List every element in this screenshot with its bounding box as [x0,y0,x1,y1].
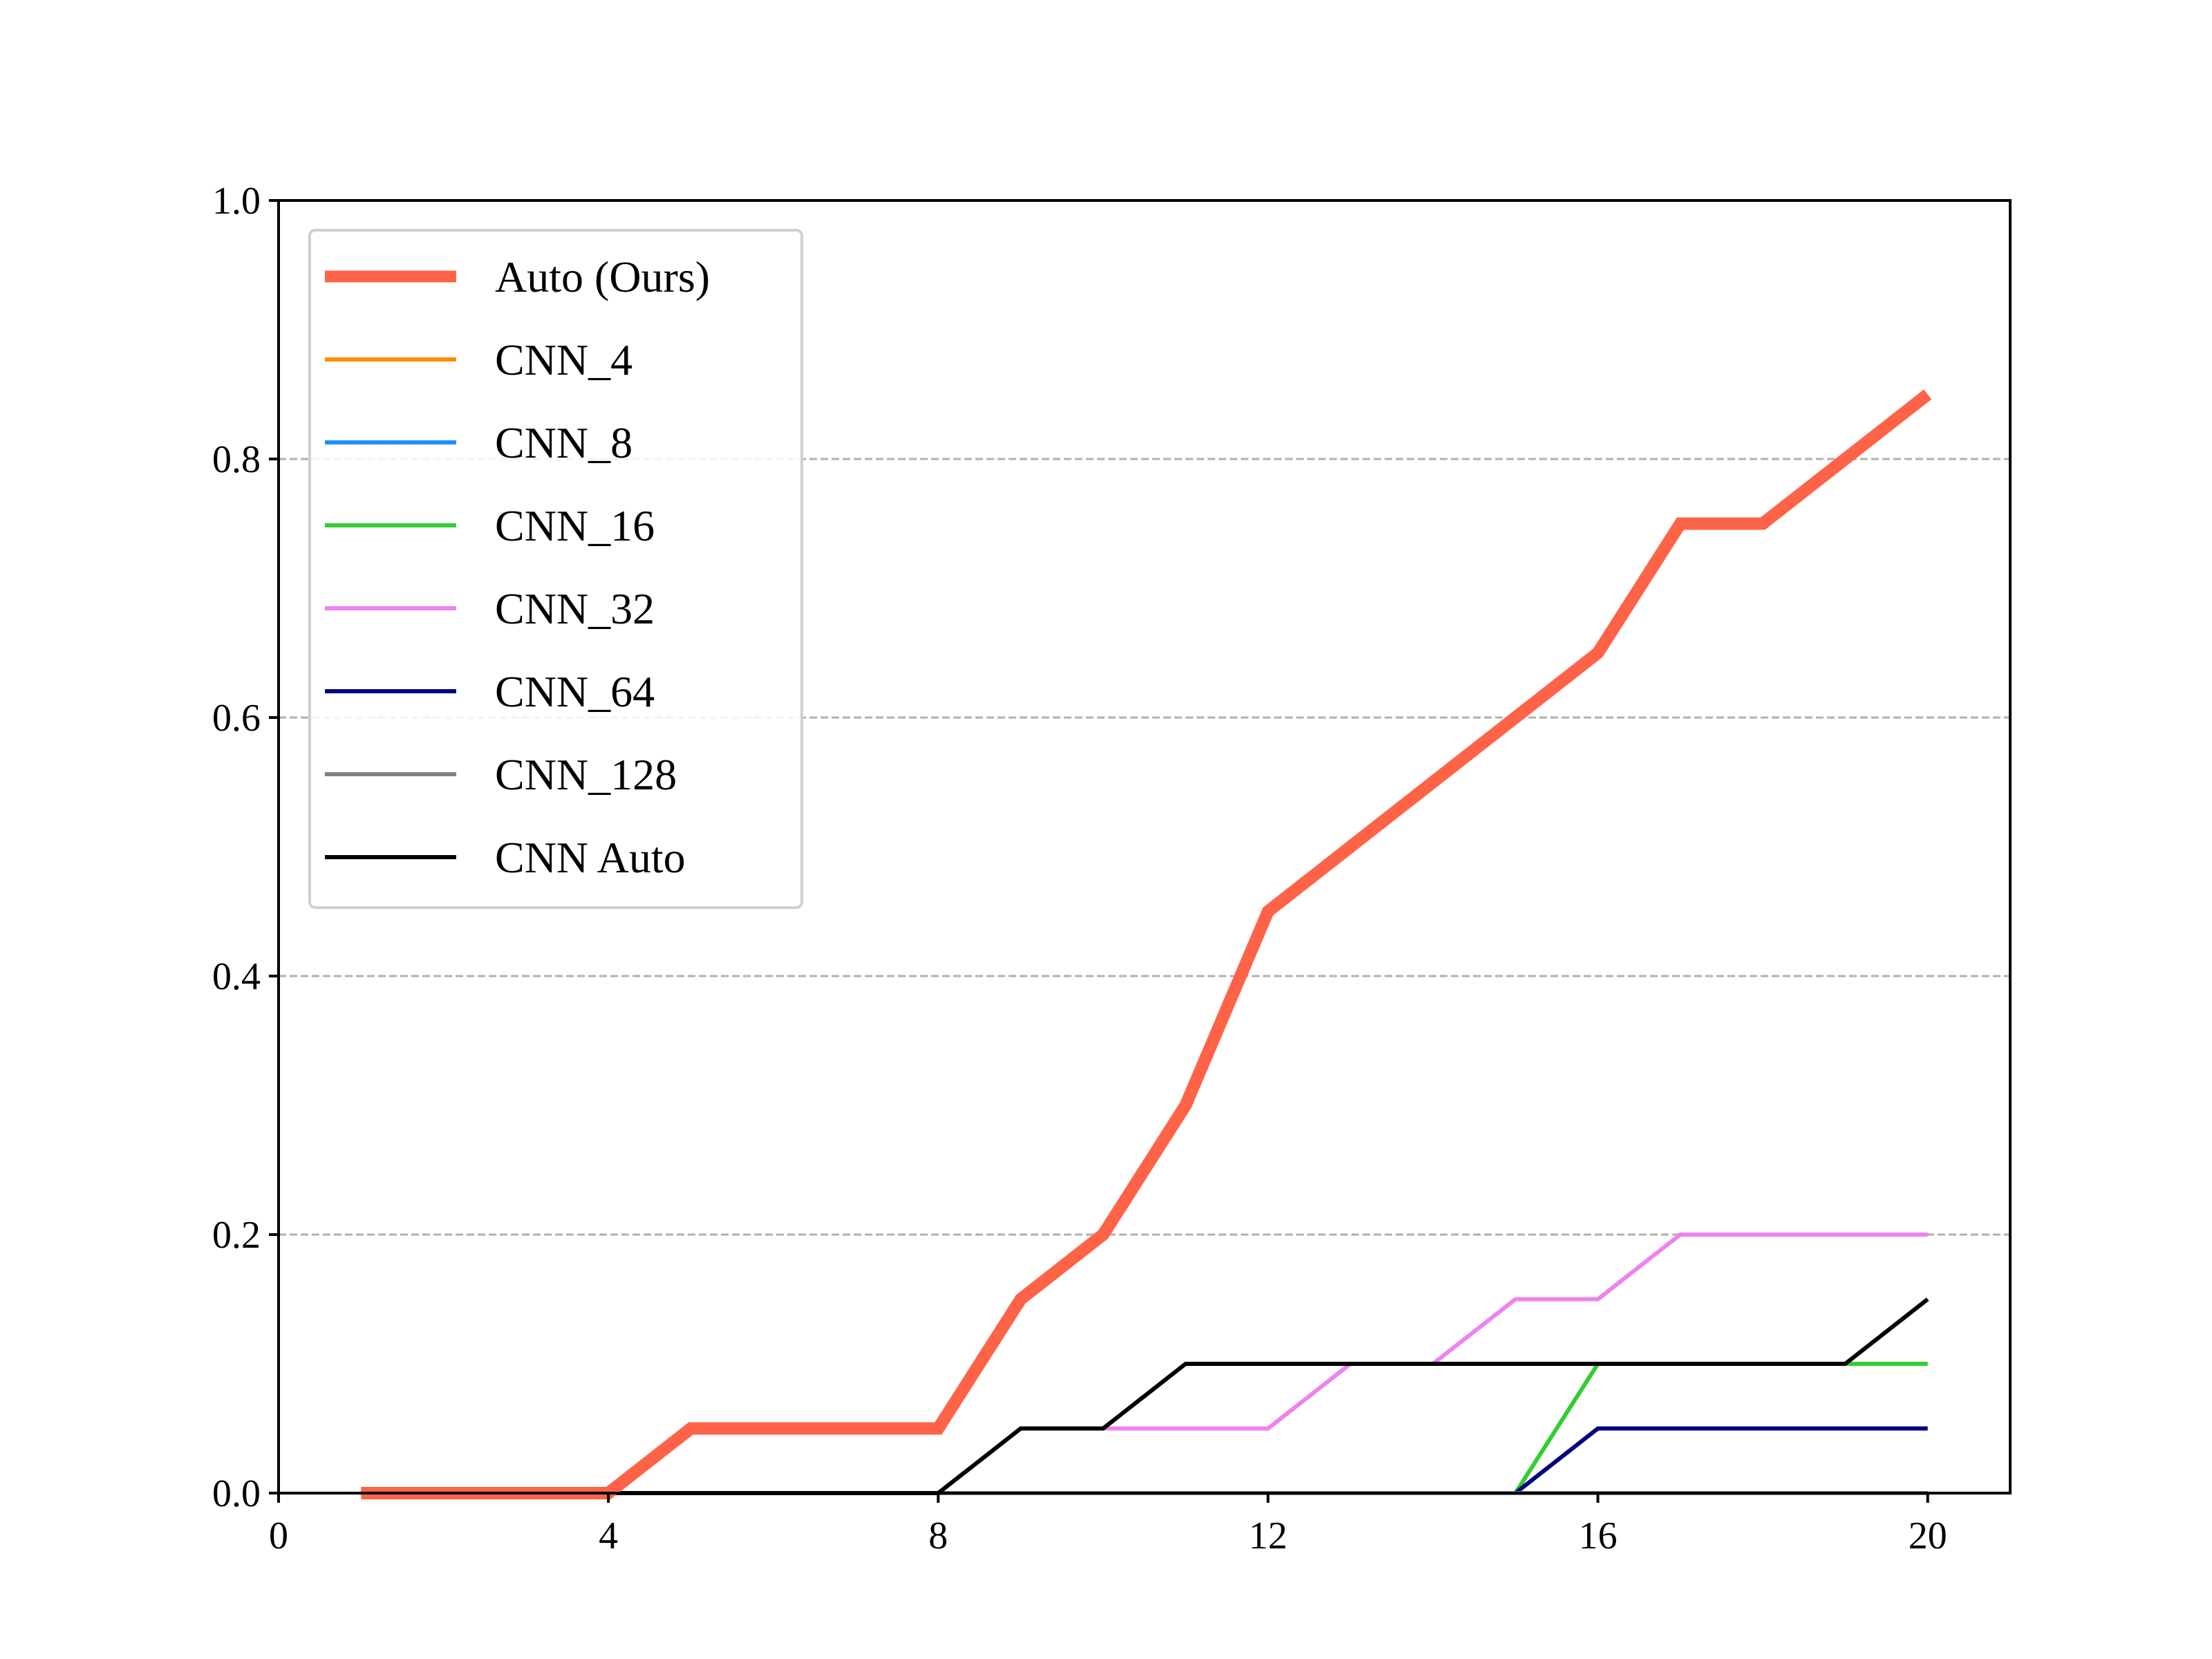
legend-label-cnn-4: CNN_4 [495,335,632,384]
legend-label-cnn-16: CNN_16 [495,501,655,550]
legend-label-cnn-32: CNN_32 [495,584,655,633]
x-tick-label-5: 20 [1909,1515,1947,1557]
y-tick-label-2: 0.4 [212,955,261,998]
legend-label-cnn-auto: CNN Auto [495,833,686,882]
y-tick-label-1: 0.2 [212,1214,261,1257]
legend: Auto (Ours) CNN_4 CNN_8 CNN_16 CNN_32 CNN_64 C… [308,229,803,909]
legend-label-cnn-8: CNN_8 [495,418,632,467]
x-tick-label-1: 4 [599,1515,618,1557]
y-tick-label-5: 1.0 [212,180,261,223]
y-tick-label-3: 0.6 [212,697,261,740]
x-tick-label-3: 12 [1248,1515,1287,1557]
y-tick-label-0: 0.0 [212,1472,261,1515]
axes: 0 4 8 12 16 20 0.0 0.2 0.4 0.6 0.8 1.0 [212,180,1947,1557]
legend-label-cnn-64: CNN_64 [495,667,655,716]
x-tick-label-0: 0 [269,1515,288,1557]
x-tick-label-2: 8 [928,1515,948,1557]
y-tick-label-4: 0.8 [212,438,261,481]
legend-label-cnn-128: CNN_128 [495,750,677,799]
x-tick-label-4: 16 [1579,1515,1618,1557]
series-line-auto-ours- [361,389,1932,1499]
legend-label-auto-ours-: Auto (Ours) [495,252,710,301]
legend-box [308,229,803,909]
plot-frame [277,199,2012,1494]
